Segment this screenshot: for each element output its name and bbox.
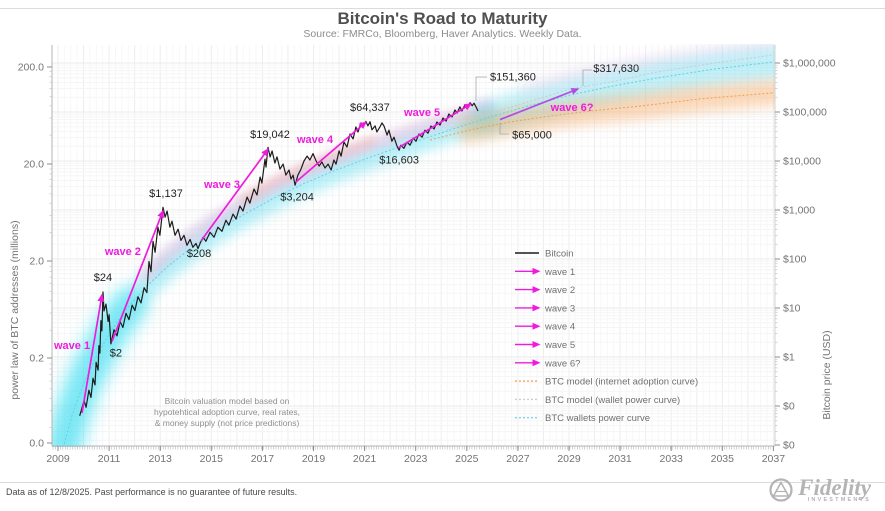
legend-label: BTC model (wallet power curve) (545, 395, 680, 406)
y-right-tick-label: $1 (783, 352, 795, 364)
note-line: & money supply (not price predictions) (155, 418, 300, 428)
price-annotation: $3,204 (280, 192, 314, 204)
chart-subtitle: Source: FMRCo, Bloomberg, Haver Analytic… (303, 28, 582, 40)
y-left-tick-label: 20.0 (24, 159, 45, 171)
wave-label-3: wave 3 (203, 179, 240, 191)
y-right-tick-label: $0 (783, 401, 795, 413)
wave-arrow-2 (111, 209, 164, 342)
x-tick-label: 2025 (455, 453, 479, 465)
price-annotation: $208 (187, 248, 211, 260)
legend-label: wave 6? (544, 358, 580, 369)
x-tick-label: 2035 (711, 453, 735, 465)
price-annotation: $65,000 (512, 130, 552, 142)
fidelity-logo: Fidelity INVESTMENTS (768, 476, 871, 503)
x-tick-label: 2021 (353, 453, 377, 465)
bitcoin-price-line (79, 102, 479, 416)
x-tick-label: 2031 (608, 453, 632, 465)
price-annotation: $2 (110, 348, 122, 360)
chart-title: Bitcoin's Road to Maturity (337, 9, 548, 28)
wave-arrow-3 (200, 148, 269, 242)
price-annotation: $1,137 (149, 188, 183, 200)
y-right-axis-title: Bitcoin price (USD) (821, 330, 833, 419)
x-tick-label: 2017 (251, 453, 275, 465)
price-annotation: $24 (94, 272, 112, 284)
x-tick-label: 2015 (200, 453, 224, 465)
price-annotation: $151,360 (490, 72, 536, 84)
axes: 2009 2011 2013 2015 2017 2019 2021 2023 2025 2027… (9, 45, 836, 465)
y-left-tick-label: 2.0 (29, 256, 44, 268)
x-tick-label: 2027 (506, 453, 530, 465)
legend-label: wave 2 (544, 285, 575, 296)
annotation-leader (475, 76, 487, 101)
legend-label: wave 1 (544, 267, 575, 278)
wave-arrow-1 (81, 293, 105, 414)
price-annotation: $64,337 (350, 102, 390, 114)
wave-arrow-6 (499, 88, 580, 121)
fidelity-wordmark: Fidelity (798, 475, 871, 500)
x-tick-label: 2009 (46, 453, 70, 465)
y-right-tick-label: $0 (783, 440, 795, 452)
wave-arrow-5 (397, 103, 473, 149)
y-right-tick-label: $1,000,000 (783, 58, 836, 70)
bitcoin-series (79, 102, 479, 416)
note-line: Bitcoin valuation model based on (165, 396, 290, 406)
legend-label: BTC wallets power curve (545, 413, 650, 424)
x-tick-label: 2037 (762, 453, 786, 465)
y-right-tick-label: $10 (783, 303, 801, 315)
y-right-tick-label: $1,000 (783, 205, 815, 217)
fidelity-investments-label: INVESTMENTS (807, 497, 871, 503)
annotation-leader (499, 123, 509, 135)
price-annotation: $19,042 (250, 129, 290, 141)
x-tick-label: 2013 (149, 453, 173, 465)
x-tick-label: 2011 (98, 453, 121, 465)
legend-label: wave 3 (544, 303, 575, 314)
note-line: hypotehtical adoption curve, real rates, (154, 407, 300, 417)
wave-label-2: wave 2 (104, 246, 141, 258)
legend-label: wave 4 (544, 322, 575, 333)
x-tick-label: 2029 (557, 453, 581, 465)
x-tick-label: 2033 (660, 453, 684, 465)
wave-label-6: wave 6? (550, 102, 594, 114)
y-right-tick-label: $10,000 (783, 156, 821, 168)
price-annotation: $317,630 (593, 63, 639, 75)
footer-rule (0, 482, 885, 483)
wave-arrow-4 (295, 121, 368, 183)
legend-label: BTC model (internet adoption curve) (545, 377, 698, 388)
y-left-axis-title: power law of BTC addresses (millions) (9, 220, 21, 399)
y-right-tick-label: $100 (783, 254, 807, 266)
annotation-leader (582, 69, 592, 86)
price-annotation: $16,603 (379, 155, 419, 167)
fidelity-pyramid-icon (769, 477, 793, 502)
y-right-tick-label: $100,000 (783, 107, 827, 119)
legend: Bitcoin wave 1 wave 2 wave 3 wave 4 wave 5 wav… (515, 249, 698, 424)
top-rule (0, 8, 885, 9)
disclaimer-text: Data as of 12/8/2025. Past performance i… (6, 487, 298, 497)
wave-arrows: wave 1 wave 2 wave 3 wave 4 wave 5 wave 6? (53, 88, 594, 414)
price-annotations: $24 $2 $1,137 $208 $19,042 $3,204 $64,337 $16,6… (94, 63, 639, 360)
wave-label-4: wave 4 (296, 134, 334, 146)
model-note: Bitcoin valuation model based onhypoteht… (154, 396, 300, 428)
x-tick-label: 2019 (302, 453, 326, 465)
wave-label-5: wave 5 (403, 107, 440, 119)
y-left-tick-label: 0.0 (29, 438, 44, 450)
wave-label-1: wave 1 (53, 340, 90, 352)
y-left-tick-label: 200.0 (18, 62, 44, 74)
gridlines (52, 45, 775, 446)
y-left-tick-label: 0.2 (29, 353, 44, 365)
legend-label: wave 5 (544, 340, 575, 351)
legend-label: Bitcoin (545, 249, 574, 260)
x-tick-label: 2023 (404, 453, 428, 465)
